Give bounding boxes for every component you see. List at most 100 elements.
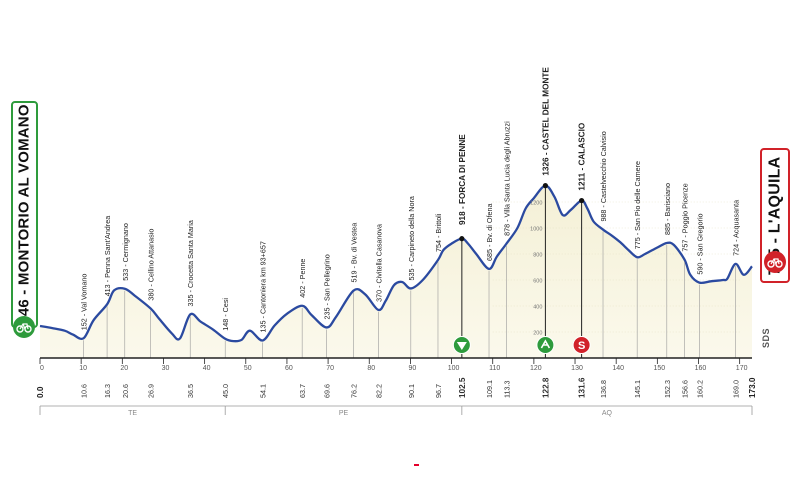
waypoint-name: Bv. di Vestea (350, 223, 359, 264)
svg-text:380 - Cellino Attanasio: 380 - Cellino Attanasio (147, 229, 156, 301)
waypoint-label: 685 - Bv. di Ofena (485, 204, 494, 261)
profile-line (39, 184, 753, 343)
svg-text:135 - Cantoniera km 93+657: 135 - Cantoniera km 93+657 (259, 241, 268, 332)
waypoint-km-label: 82.2 (374, 384, 383, 398)
waypoint-km-label: 63.7 (298, 384, 307, 398)
svg-text:590 - San Gregorio: 590 - San Gregorio (695, 213, 704, 274)
waypoint-name: Cesi (221, 298, 230, 313)
waypoint-label: 757 - Poggio Picenze (681, 183, 690, 251)
waypoint-elevation: 885 (663, 223, 672, 235)
watermark-logo: SDS (761, 327, 772, 349)
svg-text:122.8: 122.8 (541, 377, 550, 398)
start-badge: 246 - MONTORIO AL VOMANO (11, 101, 38, 338)
waypoint-km-label: 69.6 (322, 384, 331, 398)
svg-text:136.8: 136.8 (599, 380, 608, 398)
waypoint-elevation: 754 (434, 240, 443, 252)
svg-text:45.0: 45.0 (221, 384, 230, 398)
waypoint-elevation: 685 (485, 249, 494, 261)
x-tick-label: 130 (571, 365, 583, 372)
svg-text:519 - Bv. di Vestea: 519 - Bv. di Vestea (350, 223, 359, 283)
y-tick-label: 1000 (530, 227, 542, 233)
waypoint-label: 152 - Val Vomano (80, 274, 89, 331)
waypoint-name: Villa Santa Lucia degli Abruzzi (502, 121, 511, 218)
svg-text:724 - Acquasanta: 724 - Acquasanta (732, 200, 741, 256)
waypoint-km-label: 90.1 (407, 384, 416, 398)
x-tick-label: 140 (612, 365, 624, 372)
svg-text:402 - Penne: 402 - Penne (298, 259, 307, 298)
svg-text:113.3: 113.3 (502, 381, 511, 398)
svg-text:109.1: 109.1 (485, 380, 494, 398)
waypoint-elevation: 757 (681, 240, 690, 252)
region-label: TE (128, 410, 137, 417)
waypoint-elevation: 1326 (541, 157, 550, 176)
svg-text:370 - Civitella Casanova: 370 - Civitella Casanova (374, 224, 383, 302)
x-tick-label: 150 (653, 365, 665, 372)
waypoint-name: Acquasanta (732, 200, 741, 238)
waypoint-label: 988 - Castelvecchio Calvisio (599, 131, 608, 221)
decorative-mark (414, 464, 419, 466)
waypoint-label: 380 - Cellino Attanasio (147, 229, 156, 301)
profile-area (40, 185, 752, 358)
svg-text:54.1: 54.1 (259, 384, 268, 398)
waypoint-label: 724 - Acquasanta (732, 200, 741, 256)
svg-text:102.5: 102.5 (458, 377, 467, 398)
waypoint-label: 519 - Bv. di Vestea (350, 223, 359, 283)
waypoint-label: 135 - Cantoniera km 93+657 (259, 241, 268, 332)
waypoint-name: Val Vomano (80, 274, 89, 312)
x-tick-label: 10 (79, 365, 87, 372)
svg-text:36.5: 36.5 (186, 384, 195, 398)
x-tick-label: 0 (40, 365, 44, 372)
cyclist-icon (13, 316, 35, 338)
waypoint-name: Barisciano (663, 183, 672, 217)
y-tick-label: 400 (533, 305, 542, 311)
x-tick-label: 40 (203, 365, 211, 372)
waypoint-name: Cermignano (121, 223, 130, 262)
waypoint-elevation: 519 (350, 271, 359, 283)
waypoint-name: San Pellegrino (322, 254, 331, 301)
svg-text:335 - Crocetta Santa Maria: 335 - Crocetta Santa Maria (186, 220, 195, 306)
waypoint-km-label: 76.2 (350, 384, 359, 398)
svg-text:169.0: 169.0 (732, 380, 741, 398)
svg-text:26.9: 26.9 (147, 384, 156, 398)
svg-text:0.0: 0.0 (36, 386, 45, 398)
edge-km-label: 0.0 (36, 386, 45, 398)
waypoint-elevation: 535 (407, 268, 416, 280)
x-tick-label: 100 (448, 365, 460, 372)
waypoint-label: 775 - San Pio delle Camere (633, 161, 642, 249)
waypoint-elevation: 988 (599, 210, 608, 222)
svg-text:413 - Penna Sant'Andrea: 413 - Penna Sant'Andrea (103, 216, 112, 297)
svg-text:69.6: 69.6 (322, 384, 331, 398)
waypoint-elevation: 370 (374, 290, 383, 302)
y-tick-label: 600 (533, 279, 542, 285)
x-tick-label: 60 (285, 365, 293, 372)
x-tick-label: 50 (244, 365, 252, 372)
waypoint-label: 533 - Cermignano (121, 223, 130, 281)
summit-dot (579, 197, 585, 204)
waypoint-label: 754 - Brittoli (434, 213, 443, 252)
waypoint-elevation: 724 (732, 244, 741, 256)
waypoint-elevation: 878 (502, 224, 511, 236)
start-name: MONTORIO AL VOMANO (16, 104, 34, 286)
waypoint-km-label: 156.6 (681, 380, 690, 398)
svg-text:10.6: 10.6 (80, 384, 89, 398)
waypoint-label: 535 - Carpineto della Nora (407, 196, 416, 280)
svg-text:63.7: 63.7 (298, 384, 307, 398)
waypoint-km-label: 109.1 (485, 380, 494, 398)
waypoint-label: 335 - Crocetta Santa Maria (186, 220, 195, 306)
x-tick-label: 110 (489, 365, 500, 372)
waypoint-name: Bv. di Ofena (485, 204, 494, 243)
edge-km-label: 173.0 (748, 377, 757, 398)
region-label: PE (339, 410, 349, 417)
svg-text:152 - Val Vomano: 152 - Val Vomano (80, 274, 89, 331)
cyclist-icon (536, 336, 555, 354)
waypoint-name: Crocetta Santa Maria (186, 220, 195, 288)
svg-text:145.1: 145.1 (633, 380, 642, 398)
waypoint-km-label: 96.7 (434, 384, 443, 398)
svg-text:1211 - CALASCIO: 1211 - CALASCIO (578, 122, 587, 190)
svg-text:235 - San Pellegrino: 235 - San Pellegrino (322, 254, 331, 319)
svg-text:152.3: 152.3 (663, 380, 672, 398)
waypoint-elevation: 775 (633, 237, 642, 249)
waypoint-elevation: 1211 (578, 172, 587, 190)
svg-text:96.7: 96.7 (434, 384, 443, 398)
y-tick-label: 800 (533, 253, 542, 259)
